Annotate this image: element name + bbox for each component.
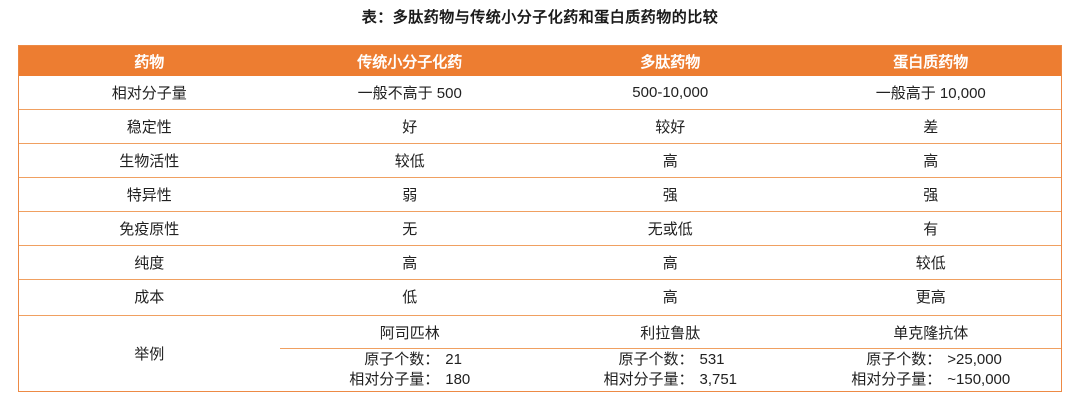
molecular-weight-value: ~150,000 — [947, 371, 1011, 388]
row-value: 弱 — [402, 187, 418, 204]
table-row: 纯度 高 高 较低 — [19, 245, 1061, 279]
row-label: 生物活性 — [119, 153, 180, 170]
table-row: 生物活性 较低 高 高 — [19, 143, 1061, 177]
row-value: 高 — [662, 255, 678, 272]
row-label: 特异性 — [126, 187, 172, 204]
table-header-row: 药物 传统小分子化药 多肽药物 蛋白质药物 — [19, 46, 1061, 76]
atom-count-label: 原子个数： — [618, 351, 694, 368]
example-details: 原子个数： >25,000 相对分子量： ~150,000 — [801, 349, 1062, 391]
column-header-drug: 药物 — [134, 53, 165, 71]
example-name: 单克隆抗体 — [800, 316, 1061, 349]
row-label: 免疫原性 — [119, 221, 180, 238]
table-row: 特异性 弱 强 强 — [19, 177, 1061, 211]
example-name: 利拉鲁肽 — [540, 316, 801, 349]
row-value: 一般不高于 500 — [357, 85, 462, 102]
column-header-peptide: 多肽药物 — [640, 53, 701, 71]
row-value: 好 — [402, 119, 418, 136]
row-value: 500-10,000 — [632, 84, 709, 101]
row-value: 高 — [662, 289, 678, 306]
row-label: 稳定性 — [126, 119, 172, 136]
row-value: 高 — [923, 153, 939, 170]
example-details: 原子个数： 531 相对分子量： 3,751 — [540, 349, 801, 391]
molecular-weight-label: 相对分子量： — [603, 371, 694, 388]
table-title: 表：多肽药物与传统小分子化药和蛋白质药物的比较 — [361, 9, 719, 26]
molecular-weight-value: 180 — [445, 371, 471, 388]
row-value: 较低 — [915, 255, 946, 272]
row-value: 有 — [923, 221, 939, 238]
table-row: 成本 低 高 更高 — [19, 279, 1061, 313]
example-cell-small-molecule: 阿司匹林 原子个数： 21 相对分子量： 180 — [279, 316, 541, 391]
molecular-weight-label: 相对分子量： — [349, 371, 440, 388]
table-row: 相对分子量 一般不高于 500 500-10,000 一般高于 10,000 — [19, 76, 1061, 109]
row-value: 更高 — [915, 289, 946, 306]
row-value: 低 — [402, 289, 418, 306]
row-label: 成本 — [134, 289, 165, 306]
row-value: 强 — [662, 187, 678, 204]
row-value: 差 — [923, 119, 939, 136]
molecular-weight-label: 相对分子量： — [851, 371, 942, 388]
example-name: 阿司匹林 — [279, 316, 540, 349]
atom-count-value: 531 — [699, 351, 725, 368]
row-value: 强 — [923, 187, 939, 204]
column-header-small-molecule: 传统小分子化药 — [357, 53, 463, 71]
row-label: 相对分子量 — [111, 85, 187, 102]
comparison-table: 药物 传统小分子化药 多肽药物 蛋白质药物 相对分子量 一般不高于 500 500-… — [18, 45, 1062, 392]
row-value: 无 — [402, 221, 418, 238]
row-value: 高 — [662, 153, 678, 170]
row-value: 无或低 — [647, 221, 693, 238]
row-value: 高 — [402, 255, 418, 272]
table-body: 相对分子量 一般不高于 500 500-10,000 一般高于 10,000 稳定性好较… — [19, 76, 1061, 315]
table-row: 稳定性 好 较好 差 — [19, 109, 1061, 143]
table-row: 免疫原性 无 无或低 有 — [19, 211, 1061, 245]
atom-count-value: >25,000 — [947, 351, 1002, 368]
example-cell-peptide: 利拉鲁肽 原子个数： 531 相对分子量： 3,751 — [540, 316, 801, 391]
row-label: 举例 — [134, 346, 165, 363]
atom-count-label: 原子个数： — [866, 351, 942, 368]
atom-count-value: 21 — [445, 351, 462, 368]
example-details: 原子个数： 21 相对分子量： 180 — [280, 349, 541, 391]
example-cell-protein: 单克隆抗体 原子个数： >25,000 相对分子量： ~150,000 — [800, 316, 1062, 391]
molecular-weight-value: 3,751 — [699, 371, 738, 388]
column-header-protein: 蛋白质药物 — [893, 53, 969, 71]
row-value: 较好 — [655, 119, 686, 136]
row-label: 纯度 — [134, 255, 165, 272]
atom-count-label: 原子个数： — [364, 351, 440, 368]
row-value: 一般高于 10,000 — [875, 85, 986, 102]
row-value: 较低 — [394, 153, 425, 170]
example-row: 举例 阿司匹林 原子个数： 21 相对分子量： 180 利拉鲁肽 原子个数： — [19, 315, 1061, 391]
